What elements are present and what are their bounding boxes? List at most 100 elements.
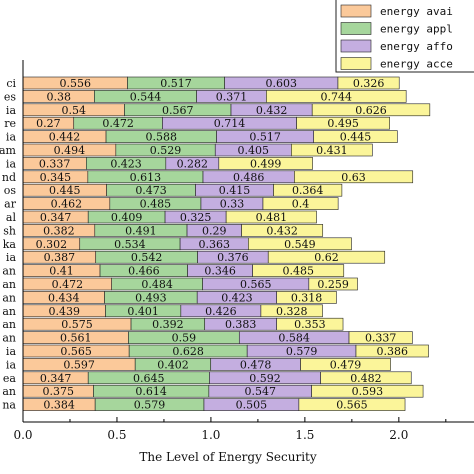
bar-segment-label: 0.493: [135, 291, 167, 304]
bar-segment-label: 0.579: [134, 399, 166, 412]
bar-segment-label: 0.614: [135, 385, 167, 398]
bar-segment-label: 0.495: [327, 117, 359, 130]
bar-segment-label: 0.603: [266, 77, 298, 90]
bar-segment-label: 0.485: [140, 198, 172, 211]
bar-segment-label: 0.337: [39, 157, 71, 170]
category-label: es: [4, 90, 17, 103]
bar-segment: [311, 384, 424, 398]
bar-segment-label: 0.588: [146, 131, 178, 144]
bar-segment-label: 0.472: [102, 117, 134, 130]
bar-segment-label: 0.392: [152, 318, 184, 331]
category-label: ia: [6, 358, 17, 371]
bar-segment-label: 0.565: [336, 399, 368, 412]
bar-segment: [267, 250, 386, 264]
bar-segment-label: 0.529: [150, 144, 182, 157]
bar-segment-label: 0.382: [43, 224, 75, 237]
bar-segment-label: 0.714: [214, 117, 246, 130]
bar-segment: [300, 358, 391, 371]
bar-segment-label: 0.565: [240, 278, 272, 291]
bar-segment-label: 0.347: [40, 211, 72, 224]
bar-segment: [296, 116, 390, 130]
bar-segment-label: 0.597: [63, 358, 95, 371]
bar-segment: [348, 331, 413, 344]
bar-segment-label: 0.565: [60, 345, 92, 358]
bar-segment-label: 0.38: [46, 90, 71, 103]
bar-segment-label: 0.41: [49, 265, 74, 278]
category-label: ar: [4, 198, 17, 211]
bar-segment: [225, 210, 317, 224]
bar-segment: [248, 237, 352, 251]
x-tick-label: 2.0: [389, 428, 408, 442]
bar-segment-label: 0.54: [61, 104, 86, 117]
bar-segment-label: 0.259: [317, 278, 349, 291]
x-tick-label: 0.5: [107, 428, 126, 442]
bar-segment-label: 0.628: [172, 345, 204, 358]
bar-segment-label: 0.466: [128, 265, 160, 278]
bar-segment-label: 0.542: [131, 251, 163, 264]
category-label: ia: [6, 104, 17, 117]
category-labels: ciesiareiaamiandosaralshkaiaanananananan…: [0, 77, 17, 412]
bar-segment-label: 0.364: [292, 184, 324, 197]
bar-segment-label: 0.325: [180, 211, 212, 224]
bar-segment-label: 0.423: [221, 291, 253, 304]
bar-segment-label: 0.318: [291, 291, 323, 304]
bar-segment: [266, 90, 407, 103]
bar-segment-label: 0.409: [111, 211, 143, 224]
category-label: sh: [3, 224, 16, 237]
bar-segment-label: 0.486: [233, 171, 265, 184]
bar-segment-label: 0.613: [130, 171, 162, 184]
category-label: ia: [6, 345, 17, 358]
legend-swatch: [340, 57, 372, 70]
legend-label: energy avai: [380, 5, 453, 18]
bar-segment-label: 0.29: [202, 224, 227, 237]
bar-segment-label: 0.445: [340, 131, 372, 144]
bar-segment-label: 0.442: [49, 131, 81, 144]
bar-segment-label: 0.517: [249, 131, 281, 144]
bar-segment: [273, 183, 343, 197]
bar-segment-label: 0.376: [217, 251, 249, 264]
bar-segment-label: 0.575: [61, 318, 93, 331]
legend-label: energy affo: [380, 40, 453, 53]
bar-segment-label: 0.431: [316, 144, 348, 157]
bar-segment-label: 0.432: [256, 104, 288, 117]
bar-segment: [311, 103, 431, 117]
x-axis: 0.0 0.5 1.0 1.5 2.0: [13, 60, 474, 442]
bar-segment: [260, 304, 323, 318]
bar-segment-label: 0.62: [314, 251, 339, 264]
bar-segment-label: 0.472: [52, 278, 84, 291]
bar-segment-label: 0.401: [127, 305, 159, 318]
bar-segment-label: 0.384: [43, 399, 75, 412]
bar-segment-label: 0.439: [48, 305, 80, 318]
category-label: ia: [6, 131, 17, 144]
bar-segment-label: 0.445: [49, 184, 81, 197]
bar-segment-label: 0.547: [244, 385, 276, 398]
bar-segment-label: 0.363: [198, 238, 230, 251]
category-label: ia: [6, 157, 17, 170]
category-label: al: [6, 211, 17, 224]
bar-segment-label: 0.567: [162, 104, 194, 117]
category-label: an: [2, 305, 16, 318]
bar-segment-label: 0.4: [292, 198, 310, 211]
bar-segment-label: 0.337: [365, 332, 397, 345]
bar-segment-label: 0.645: [133, 372, 165, 385]
bar-segment-label: 0.347: [40, 372, 72, 385]
bar-segment-label: 0.328: [276, 305, 308, 318]
bar-segment-label: 0.462: [51, 198, 83, 211]
bar-segment-label: 0.584: [278, 332, 310, 345]
bar-segment-label: 0.556: [59, 77, 91, 90]
bar-segment: [320, 371, 412, 385]
bar-segment-label: 0.491: [125, 224, 157, 237]
category-label: an: [2, 291, 16, 304]
bar-segment-label: 0.549: [284, 238, 316, 251]
bar-segment-label: 0.478: [240, 358, 272, 371]
bar-segment-label: 0.481: [256, 211, 288, 224]
bar-segment-label: 0.27: [36, 117, 61, 130]
bar-segment-label: 0.484: [141, 278, 173, 291]
category-label: ka: [3, 238, 17, 251]
bar-segment-label: 0.326: [353, 77, 385, 90]
category-label: am: [0, 144, 17, 157]
legend-swatch: [340, 22, 372, 35]
bar-segment-label: 0.434: [48, 291, 80, 304]
